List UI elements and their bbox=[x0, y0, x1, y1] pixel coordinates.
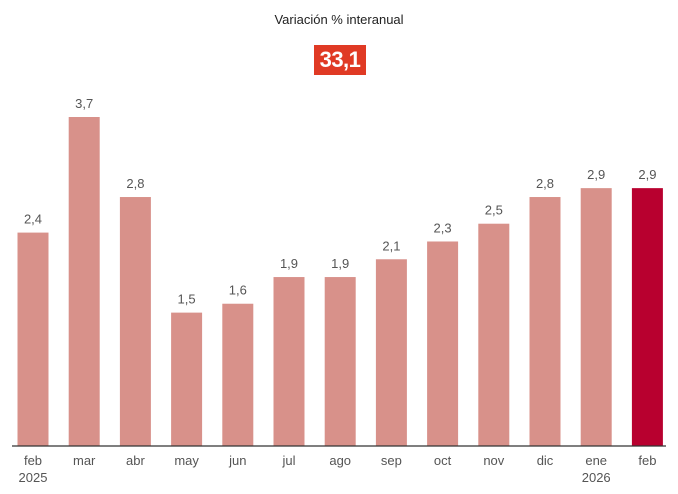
bar-value-label: 2,3 bbox=[434, 220, 452, 235]
bar-value-label: 2,5 bbox=[485, 203, 503, 218]
x-tick-label: sep bbox=[381, 453, 402, 468]
bar bbox=[427, 241, 459, 446]
bar bbox=[222, 303, 254, 446]
bar-value-label: 1,9 bbox=[331, 256, 349, 271]
bar bbox=[119, 197, 151, 446]
x-tick-label: may bbox=[174, 453, 199, 468]
bar bbox=[273, 277, 305, 446]
bar bbox=[68, 117, 100, 446]
bar-value-label: 2,1 bbox=[382, 238, 400, 253]
x-tick-label: ago bbox=[329, 453, 351, 468]
bar-value-label: 2,9 bbox=[587, 167, 605, 182]
bar bbox=[324, 277, 356, 446]
x-tick-label: jun bbox=[228, 453, 246, 468]
x-tick-label: ene bbox=[585, 453, 607, 468]
bar bbox=[17, 232, 49, 446]
x-year-label: 2025 bbox=[19, 470, 48, 485]
bar bbox=[478, 223, 510, 446]
x-tick-label: mar bbox=[73, 453, 96, 468]
bar-value-label: 3,7 bbox=[75, 96, 93, 111]
bar-value-label: 1,5 bbox=[178, 292, 196, 307]
bar-value-label: 1,6 bbox=[229, 283, 247, 298]
bar-value-label: 2,4 bbox=[24, 212, 42, 227]
x-tick-label: nov bbox=[483, 453, 504, 468]
x-tick-label: jul bbox=[281, 453, 295, 468]
bar-value-label: 2,8 bbox=[126, 176, 144, 191]
bar bbox=[580, 188, 612, 446]
x-tick-label: oct bbox=[434, 453, 452, 468]
bar-value-label: 2,9 bbox=[638, 167, 656, 182]
chart-title: Variación % interanual bbox=[274, 12, 404, 27]
x-tick-label: abr bbox=[126, 453, 145, 468]
bar bbox=[375, 259, 407, 446]
headline-value-badge: 33,1 bbox=[314, 45, 366, 75]
bar-value-label: 1,9 bbox=[280, 256, 298, 271]
bar bbox=[171, 312, 203, 446]
bar bbox=[631, 188, 663, 446]
x-tick-label: feb bbox=[638, 453, 656, 468]
x-tick-label: dic bbox=[537, 453, 554, 468]
bar bbox=[529, 197, 561, 446]
bar-value-label: 2,8 bbox=[536, 176, 554, 191]
x-tick-label: feb bbox=[24, 453, 42, 468]
x-year-label: 2026 bbox=[582, 470, 611, 485]
